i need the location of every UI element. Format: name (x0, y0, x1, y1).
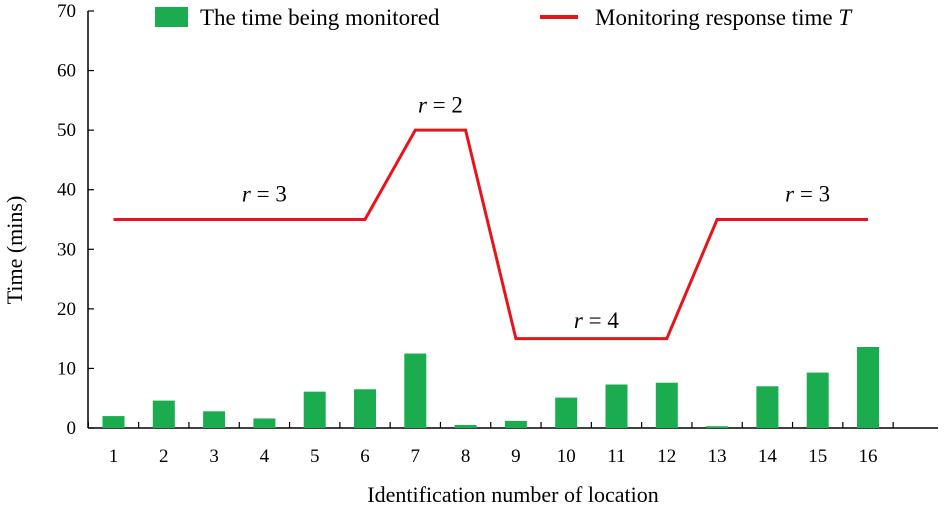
y-tick-label: 40 (57, 180, 76, 201)
y-tick-label: 0 (67, 418, 77, 439)
x-tick-label: 7 (411, 446, 421, 467)
y-tick-label: 60 (57, 61, 76, 82)
x-tick-label: 13 (708, 446, 727, 467)
line-path (113, 128, 868, 341)
annotation-label: r = 3 (242, 182, 287, 207)
y-tick-label: 10 (57, 358, 76, 379)
bar (253, 418, 276, 428)
x-axis-title: Identification number of location (367, 482, 658, 507)
bar (504, 420, 527, 428)
bar (102, 416, 125, 428)
x-tick-label: 2 (159, 446, 169, 467)
bar (555, 397, 578, 428)
x-tick-label: 9 (511, 446, 521, 467)
bar (152, 400, 175, 428)
y-tick-label: 50 (57, 120, 76, 141)
x-tick-label: 4 (260, 446, 270, 467)
bar (857, 346, 879, 428)
annotations: r = 3 r = 2 r = 4 r = 3 (242, 92, 830, 333)
bar (655, 382, 678, 428)
annotation-label: r = 2 (418, 92, 463, 117)
x-tick-label: 10 (557, 446, 576, 467)
y-axis-title: Time (mins) (2, 196, 27, 305)
bar (354, 389, 376, 428)
y-tick-label: 20 (57, 299, 76, 320)
x-tick-label: 5 (310, 446, 320, 467)
y-tick-label: 70 (57, 1, 76, 22)
bar (454, 425, 477, 428)
bar (605, 384, 628, 428)
x-tick-label: 14 (758, 446, 778, 467)
bar (404, 353, 427, 428)
y-tick-label: 30 (57, 239, 76, 260)
x-tick-label: 12 (657, 446, 676, 467)
x-tick-label: 6 (360, 446, 370, 467)
bar (806, 372, 829, 428)
bar (203, 411, 226, 428)
legend-bar-swatch (155, 7, 188, 27)
x-tick-label: 16 (859, 446, 878, 467)
legend-bar-label: The time being monitored (200, 5, 440, 30)
annotation-label: r = 3 (785, 182, 830, 207)
bar (756, 386, 779, 428)
x-tick-label: 8 (461, 446, 471, 467)
bar (303, 391, 326, 428)
legend: The time being monitored Monitoring resp… (155, 5, 853, 30)
bar-series (102, 346, 879, 428)
legend-line-label: Monitoring response time T (595, 5, 853, 30)
line-series (113, 128, 868, 341)
bar (706, 426, 729, 428)
x-tick-label: 15 (808, 446, 827, 467)
x-tick-label: 1 (109, 446, 119, 467)
annotation-label: r = 4 (574, 308, 619, 333)
x-tick-label: 11 (607, 446, 625, 467)
x-tick-label: 3 (209, 446, 219, 467)
